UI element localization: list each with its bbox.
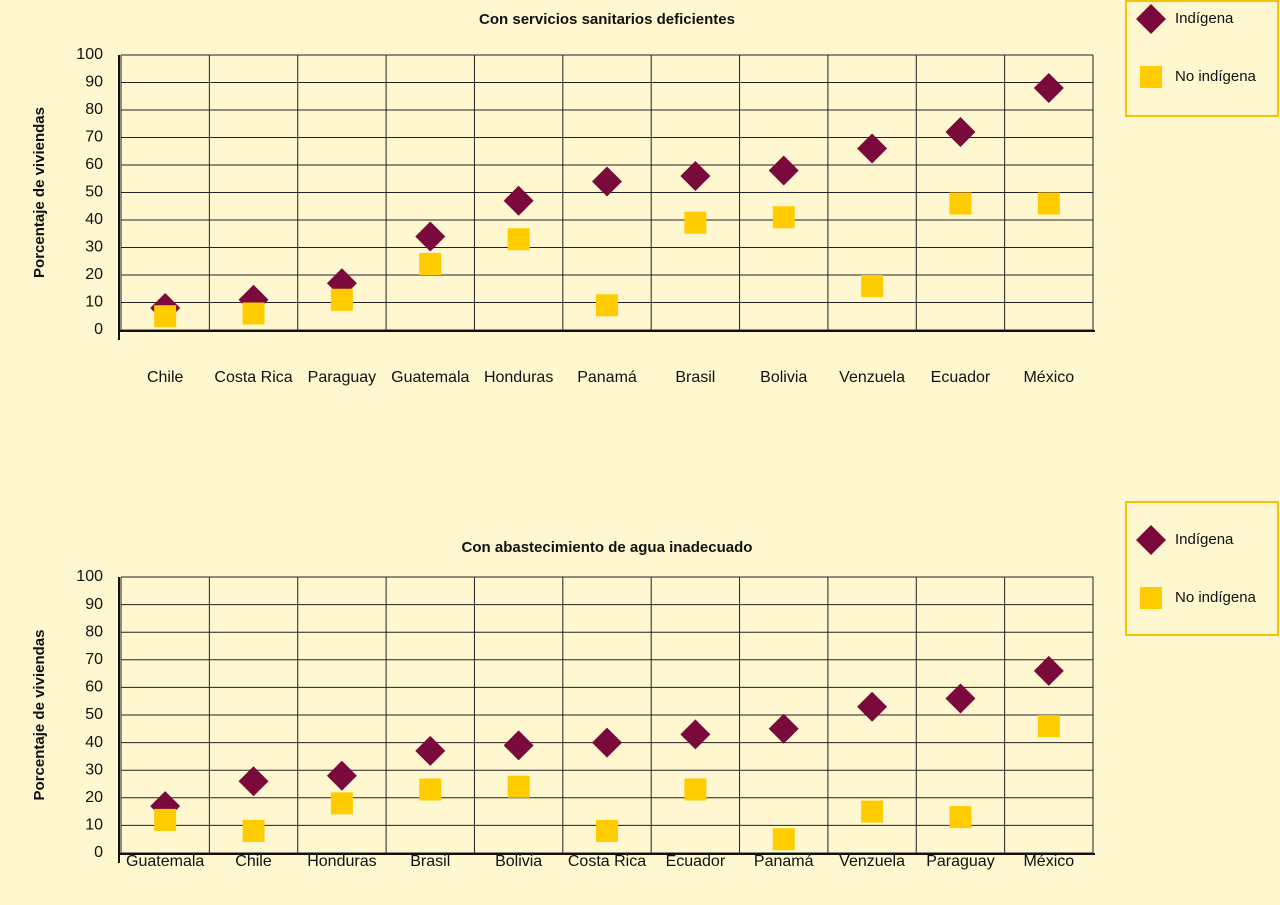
y-tick-label: 30 <box>85 761 103 778</box>
y-tick-label: 100 <box>76 46 103 63</box>
marker-square <box>949 806 972 829</box>
x-tick-label: Venzuela <box>839 369 905 386</box>
y-tick-label: 60 <box>85 156 103 173</box>
legend-label: Indígena <box>1175 531 1234 548</box>
x-tick-label: Guatemala <box>391 369 469 386</box>
marker-diamond <box>592 727 622 758</box>
marker-diamond <box>415 221 446 252</box>
y-axis-label: Porcentaje de viviendas <box>31 630 48 801</box>
x-tick-label: Brasil <box>675 369 715 386</box>
marker-diamond <box>1033 655 1064 686</box>
marker-square <box>684 211 707 234</box>
marker-diamond <box>415 735 446 766</box>
x-tick-label: Bolivia <box>760 369 807 386</box>
marker-diamond <box>680 161 711 191</box>
y-tick-label: 20 <box>85 266 103 283</box>
marker-diamond <box>768 713 799 744</box>
marker-diamond <box>1136 4 1166 34</box>
marker-square <box>507 228 530 251</box>
x-tick-label: Venzuela <box>839 853 905 870</box>
marker-square <box>419 778 442 801</box>
marker-diamond <box>503 185 534 216</box>
y-tick-label: 90 <box>85 596 103 613</box>
legend-label: No indígena <box>1175 589 1257 606</box>
x-tick-label: Honduras <box>484 369 553 386</box>
y-tick-label: 50 <box>85 184 103 201</box>
x-tick-label: Ecuador <box>931 369 991 386</box>
y-tick-label: 90 <box>85 74 103 91</box>
marker-diamond <box>945 683 976 714</box>
marker-square <box>330 792 353 815</box>
y-tick-label: 0 <box>94 321 103 338</box>
y-tick-label: 100 <box>76 568 103 585</box>
y-tick-label: 70 <box>85 129 103 146</box>
marker-diamond <box>768 155 799 186</box>
x-tick-label: Honduras <box>307 853 376 870</box>
y-tick-label: 40 <box>85 211 103 228</box>
y-tick-label: 20 <box>85 789 103 806</box>
x-tick-label: Costa Rica <box>568 853 646 870</box>
marker-square <box>596 294 618 317</box>
marker-square <box>154 305 177 328</box>
x-tick-label: México <box>1023 853 1074 870</box>
y-tick-label: 10 <box>85 294 103 311</box>
y-tick-label: 50 <box>85 706 103 723</box>
y-tick-label: 40 <box>85 734 103 751</box>
x-tick-label: Ecuador <box>666 853 726 870</box>
marker-square <box>154 808 177 831</box>
y-tick-label: 0 <box>94 844 103 861</box>
x-tick-label: Costa Rica <box>214 369 292 386</box>
marker-square <box>861 275 884 297</box>
marker-square <box>1140 587 1162 609</box>
x-tick-label: Paraguay <box>926 853 995 870</box>
marker-square <box>772 206 795 229</box>
marker-square <box>242 302 265 325</box>
marker-diamond <box>1033 73 1064 103</box>
x-tick-label: Panamá <box>754 853 814 870</box>
y-tick-label: 30 <box>85 239 103 256</box>
x-tick-label: México <box>1023 369 1074 386</box>
marker-square <box>1037 715 1060 738</box>
marker-square <box>419 253 442 275</box>
marker-diamond <box>238 766 269 797</box>
legend-label: Indígena <box>1175 10 1234 27</box>
legend-label: No indígena <box>1175 68 1257 85</box>
marker-square <box>861 800 884 823</box>
x-tick-label: Brasil <box>410 853 450 870</box>
y-tick-label: 80 <box>85 101 103 118</box>
marker-square <box>596 819 618 842</box>
marker-square <box>684 778 707 801</box>
marker-diamond <box>945 117 976 147</box>
y-tick-label: 60 <box>85 679 103 696</box>
marker-square <box>1037 192 1060 215</box>
x-tick-label: Panamá <box>577 369 637 386</box>
marker-diamond <box>592 166 622 197</box>
marker-diamond <box>503 730 534 761</box>
legend-box <box>1125 501 1279 636</box>
marker-diamond <box>1136 525 1166 555</box>
y-axis-label: Porcentaje de viviendas <box>31 107 48 278</box>
marker-square <box>772 828 795 851</box>
marker-square <box>1140 66 1162 88</box>
legend-box <box>1125 0 1279 117</box>
marker-square <box>242 819 265 842</box>
x-tick-label: Chile <box>147 369 184 386</box>
marker-diamond <box>857 691 888 722</box>
chart-title: Con servicios sanitarios deficientes <box>479 11 735 28</box>
marker-square <box>330 288 353 311</box>
marker-diamond <box>857 133 888 164</box>
x-tick-label: Bolivia <box>495 853 542 870</box>
y-tick-label: 70 <box>85 651 103 668</box>
x-tick-label: Chile <box>235 853 272 870</box>
chart-title: Con abastecimiento de agua inadecuado <box>462 539 753 556</box>
x-tick-label: Paraguay <box>308 369 377 386</box>
y-tick-label: 80 <box>85 623 103 640</box>
y-tick-label: 10 <box>85 817 103 834</box>
marker-diamond <box>680 719 711 750</box>
marker-square <box>507 775 530 798</box>
marker-diamond <box>326 760 357 791</box>
x-tick-label: Guatemala <box>126 853 204 870</box>
marker-square <box>949 192 972 215</box>
